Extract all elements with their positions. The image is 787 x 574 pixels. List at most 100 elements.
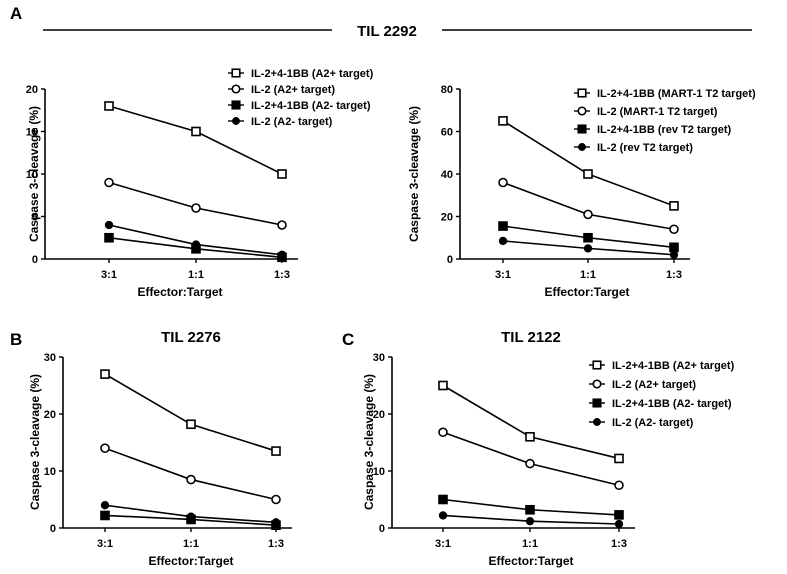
- data-point-filled-circle: [525, 516, 535, 526]
- data-point-open-square: [186, 419, 196, 430]
- legend-marker-open-square: [231, 68, 241, 78]
- y-axis-label: Caspase 3-cleavage (%): [28, 374, 42, 510]
- chart-b: TIL 2276 0 10 20 30 3:1 1:1 1:3 Caspase 3-cleava…: [28, 329, 292, 568]
- series-filled-square: [438, 494, 624, 520]
- y-tick-label: 20: [44, 409, 56, 421]
- legend-label: IL-2 (A2- target): [612, 417, 694, 429]
- data-point-filled-circle: [186, 512, 196, 521]
- chart-a-left: 0 5 10 15 20 3:1 1:1 1:3 Caspase 3-cleavage (%) E…: [26, 68, 374, 299]
- data-point-filled-circle: [669, 250, 679, 259]
- data-point-filled-square: [438, 494, 448, 505]
- y-axis-label: Caspase 3-cleavage (%): [362, 374, 376, 510]
- data-point-open-square: [104, 101, 114, 111]
- y-tick-label: 30: [44, 352, 56, 364]
- legend-label: IL-2 (MART-1 T2 target): [597, 106, 718, 118]
- data-point-filled-circle: [277, 250, 287, 259]
- y-tick-label: 0: [32, 254, 38, 266]
- series-open-circle: [100, 443, 281, 505]
- data-point-open-circle: [277, 220, 287, 230]
- legend: IL-2+4-1BB (A2+ target) IL-2 (A2+ target)…: [589, 360, 735, 429]
- chart-title: TIL 2276: [161, 329, 221, 346]
- data-point-open-square: [525, 431, 535, 442]
- x-axis-label: Effector:Target: [488, 554, 573, 568]
- legend-item: IL-2 (MART-1 T2 target): [574, 106, 718, 118]
- legend-marker-open-circle: [592, 379, 602, 389]
- legend-marker-open-square: [592, 360, 602, 370]
- panel-letter-c: C: [342, 330, 354, 349]
- legend-item: IL-2+4-1BB (A2+ target): [228, 68, 374, 80]
- legend-item: IL-2+4-1BB (A2- target): [589, 398, 732, 410]
- legend-item: IL-2 (A2+ target): [589, 379, 696, 391]
- data-point-filled-circle: [104, 220, 114, 230]
- series-line: [104, 373, 277, 452]
- legend-label: IL-2+4-1BB (rev T2 target): [597, 124, 732, 136]
- series-open-circle: [438, 427, 624, 491]
- data-point-filled-circle: [583, 244, 593, 253]
- legend-marker-filled-circle: [578, 143, 586, 151]
- legend-label: IL-2+4-1BB (MART-1 T2 target): [597, 88, 756, 100]
- x-tick-label: 3:1: [435, 538, 451, 550]
- y-tick-label: 20: [26, 84, 38, 96]
- legend: IL-2+4-1BB (A2+ target) IL-2 (A2+ target)…: [228, 68, 374, 128]
- legend-item: IL-2 (A2- target): [228, 116, 333, 128]
- series-filled-circle: [100, 501, 281, 527]
- data-point-open-circle: [498, 177, 508, 188]
- data-point-filled-square: [669, 242, 679, 253]
- legend-item: IL-2+4-1BB (rev T2 target): [574, 124, 732, 136]
- data-point-open-circle: [438, 427, 448, 438]
- data-point-filled-square: [100, 510, 110, 521]
- chart-title: TIL 2122: [501, 329, 561, 346]
- legend: IL-2+4-1BB (MART-1 T2 target) IL-2 (MART-…: [574, 88, 756, 154]
- series-filled-circle: [498, 236, 679, 259]
- data-point-filled-circle: [100, 501, 110, 510]
- data-point-open-square: [498, 116, 508, 126]
- legend-label: IL-2+4-1BB (A2- target): [612, 398, 732, 410]
- x-tick-label: 1:3: [268, 538, 284, 550]
- legend-label: IL-2 (A2+ target): [251, 84, 335, 96]
- legend-label: IL-2+4-1BB (A2+ target): [612, 360, 735, 372]
- panel-letter-a: A: [10, 4, 22, 23]
- legend-marker-filled-square: [231, 100, 241, 110]
- data-point-open-circle: [191, 203, 201, 213]
- data-point-filled-circle: [271, 518, 281, 527]
- legend-item: IL-2 (rev T2 target): [574, 142, 693, 154]
- series-open-circle: [498, 177, 679, 235]
- data-point-open-square: [583, 169, 593, 179]
- series-open-square: [438, 380, 624, 464]
- data-point-open-square: [669, 201, 679, 211]
- data-point-open-circle: [271, 494, 281, 505]
- data-point-filled-square: [525, 504, 535, 515]
- legend-label: IL-2 (A2+ target): [612, 379, 696, 391]
- x-axis-label: Effector:Target: [544, 285, 629, 299]
- data-point-open-square: [100, 369, 110, 379]
- x-tick-label: 1:1: [188, 269, 204, 281]
- legend-marker-open-circle: [231, 84, 241, 94]
- banner-title: TIL 2292: [357, 23, 417, 40]
- y-tick-label: 30: [373, 352, 385, 364]
- data-point-filled-square: [583, 232, 593, 243]
- data-point-open-circle: [100, 443, 110, 454]
- data-point-open-circle: [104, 177, 114, 188]
- y-tick-label: 0: [379, 523, 385, 535]
- series-filled-circle: [104, 220, 287, 259]
- x-tick-label: 1:3: [274, 269, 290, 281]
- x-tick-label: 3:1: [495, 269, 511, 281]
- data-point-open-square: [277, 169, 287, 179]
- series-line: [502, 181, 675, 231]
- series-open-square: [100, 369, 281, 456]
- legend-marker-open-square: [577, 88, 587, 98]
- x-axis-label: Effector:Target: [137, 285, 222, 299]
- y-tick-label: 10: [44, 466, 56, 478]
- legend-item: IL-2 (A2+ target): [228, 84, 335, 96]
- series-filled-circle: [438, 511, 624, 529]
- y-tick-label: 10: [26, 169, 38, 181]
- data-point-open-circle: [525, 458, 535, 469]
- data-point-filled-circle: [498, 236, 508, 246]
- series-open-circle: [104, 177, 287, 230]
- legend-item: IL-2+4-1BB (A2- target): [228, 100, 371, 112]
- series-open-square: [498, 116, 679, 211]
- series-open-square: [104, 101, 287, 179]
- x-tick-label: 3:1: [97, 538, 113, 550]
- data-point-filled-circle: [614, 519, 624, 529]
- legend-marker-filled-square: [592, 398, 602, 408]
